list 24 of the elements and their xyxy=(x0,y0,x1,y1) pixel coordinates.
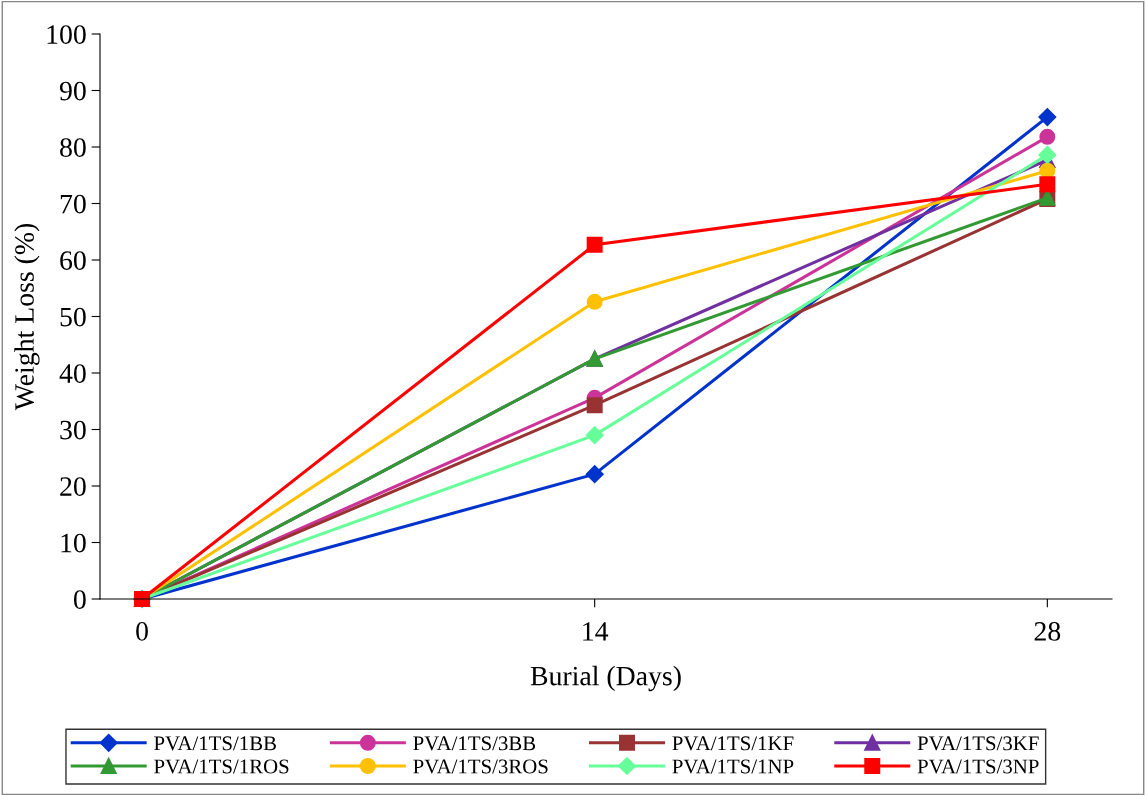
y-tick-label: 80 xyxy=(60,138,86,157)
y-tick-label: 90 xyxy=(59,81,86,101)
legend-label: PVA/1TS/1KF xyxy=(672,736,794,751)
x-tick-label: 0 xyxy=(136,622,148,641)
x-tick-label: 14 xyxy=(583,622,609,641)
x-tick-label: 28 xyxy=(1034,622,1061,641)
legend-label: PVA/1TS/1ROS xyxy=(154,759,289,774)
legend-label: PVA/1TS/3NP xyxy=(917,759,1039,774)
y-tick-label: 70 xyxy=(60,194,86,214)
legend-label: PVA/1TS/3ROS xyxy=(413,759,548,774)
x-axis-title: Burial (Days) xyxy=(530,665,681,692)
y-tick-label: 0 xyxy=(73,590,86,609)
y-tick-label: 40 xyxy=(59,364,86,383)
y-tick-label: 10 xyxy=(61,533,86,553)
y-tick-label: 20 xyxy=(60,477,86,496)
y-tick-label: 30 xyxy=(60,420,86,440)
legend-label: PVA/1TS/1BB xyxy=(154,736,276,751)
y-axis-title: Weight Loss (%) xyxy=(14,223,40,411)
y-tick-label: 100 xyxy=(47,25,86,44)
legend-label: PVA/1TS/1NP xyxy=(672,759,794,774)
legend-label: PVA/1TS/3KF xyxy=(917,736,1039,751)
y-tick-label: 60 xyxy=(60,251,86,270)
legend-label: PVA/1TS/3BB xyxy=(413,736,536,751)
y-tick-label: 50 xyxy=(60,307,86,327)
